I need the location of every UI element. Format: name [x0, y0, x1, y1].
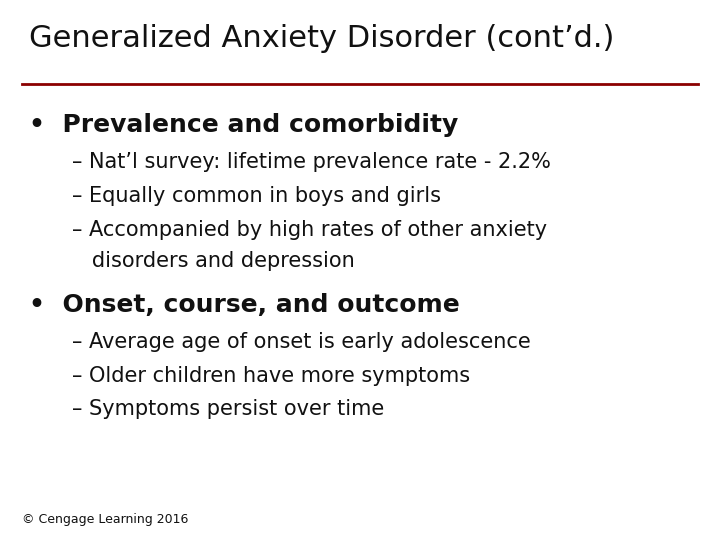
Text: •  Onset, course, and outcome: • Onset, course, and outcome: [29, 293, 459, 316]
Text: •  Prevalence and comorbidity: • Prevalence and comorbidity: [29, 113, 458, 137]
Text: disorders and depression: disorders and depression: [72, 251, 355, 271]
Text: – Accompanied by high rates of other anxiety: – Accompanied by high rates of other anx…: [72, 220, 547, 240]
Text: – Average age of onset is early adolescence: – Average age of onset is early adolesce…: [72, 332, 531, 352]
Text: – Nat’l survey: lifetime prevalence rate - 2.2%: – Nat’l survey: lifetime prevalence rate…: [72, 152, 551, 172]
Text: © Cengage Learning 2016: © Cengage Learning 2016: [22, 514, 188, 526]
Text: – Equally common in boys and girls: – Equally common in boys and girls: [72, 186, 441, 206]
Text: – Symptoms persist over time: – Symptoms persist over time: [72, 399, 384, 418]
Text: Generalized Anxiety Disorder (cont’d.): Generalized Anxiety Disorder (cont’d.): [29, 24, 614, 53]
Text: – Older children have more symptoms: – Older children have more symptoms: [72, 366, 470, 386]
